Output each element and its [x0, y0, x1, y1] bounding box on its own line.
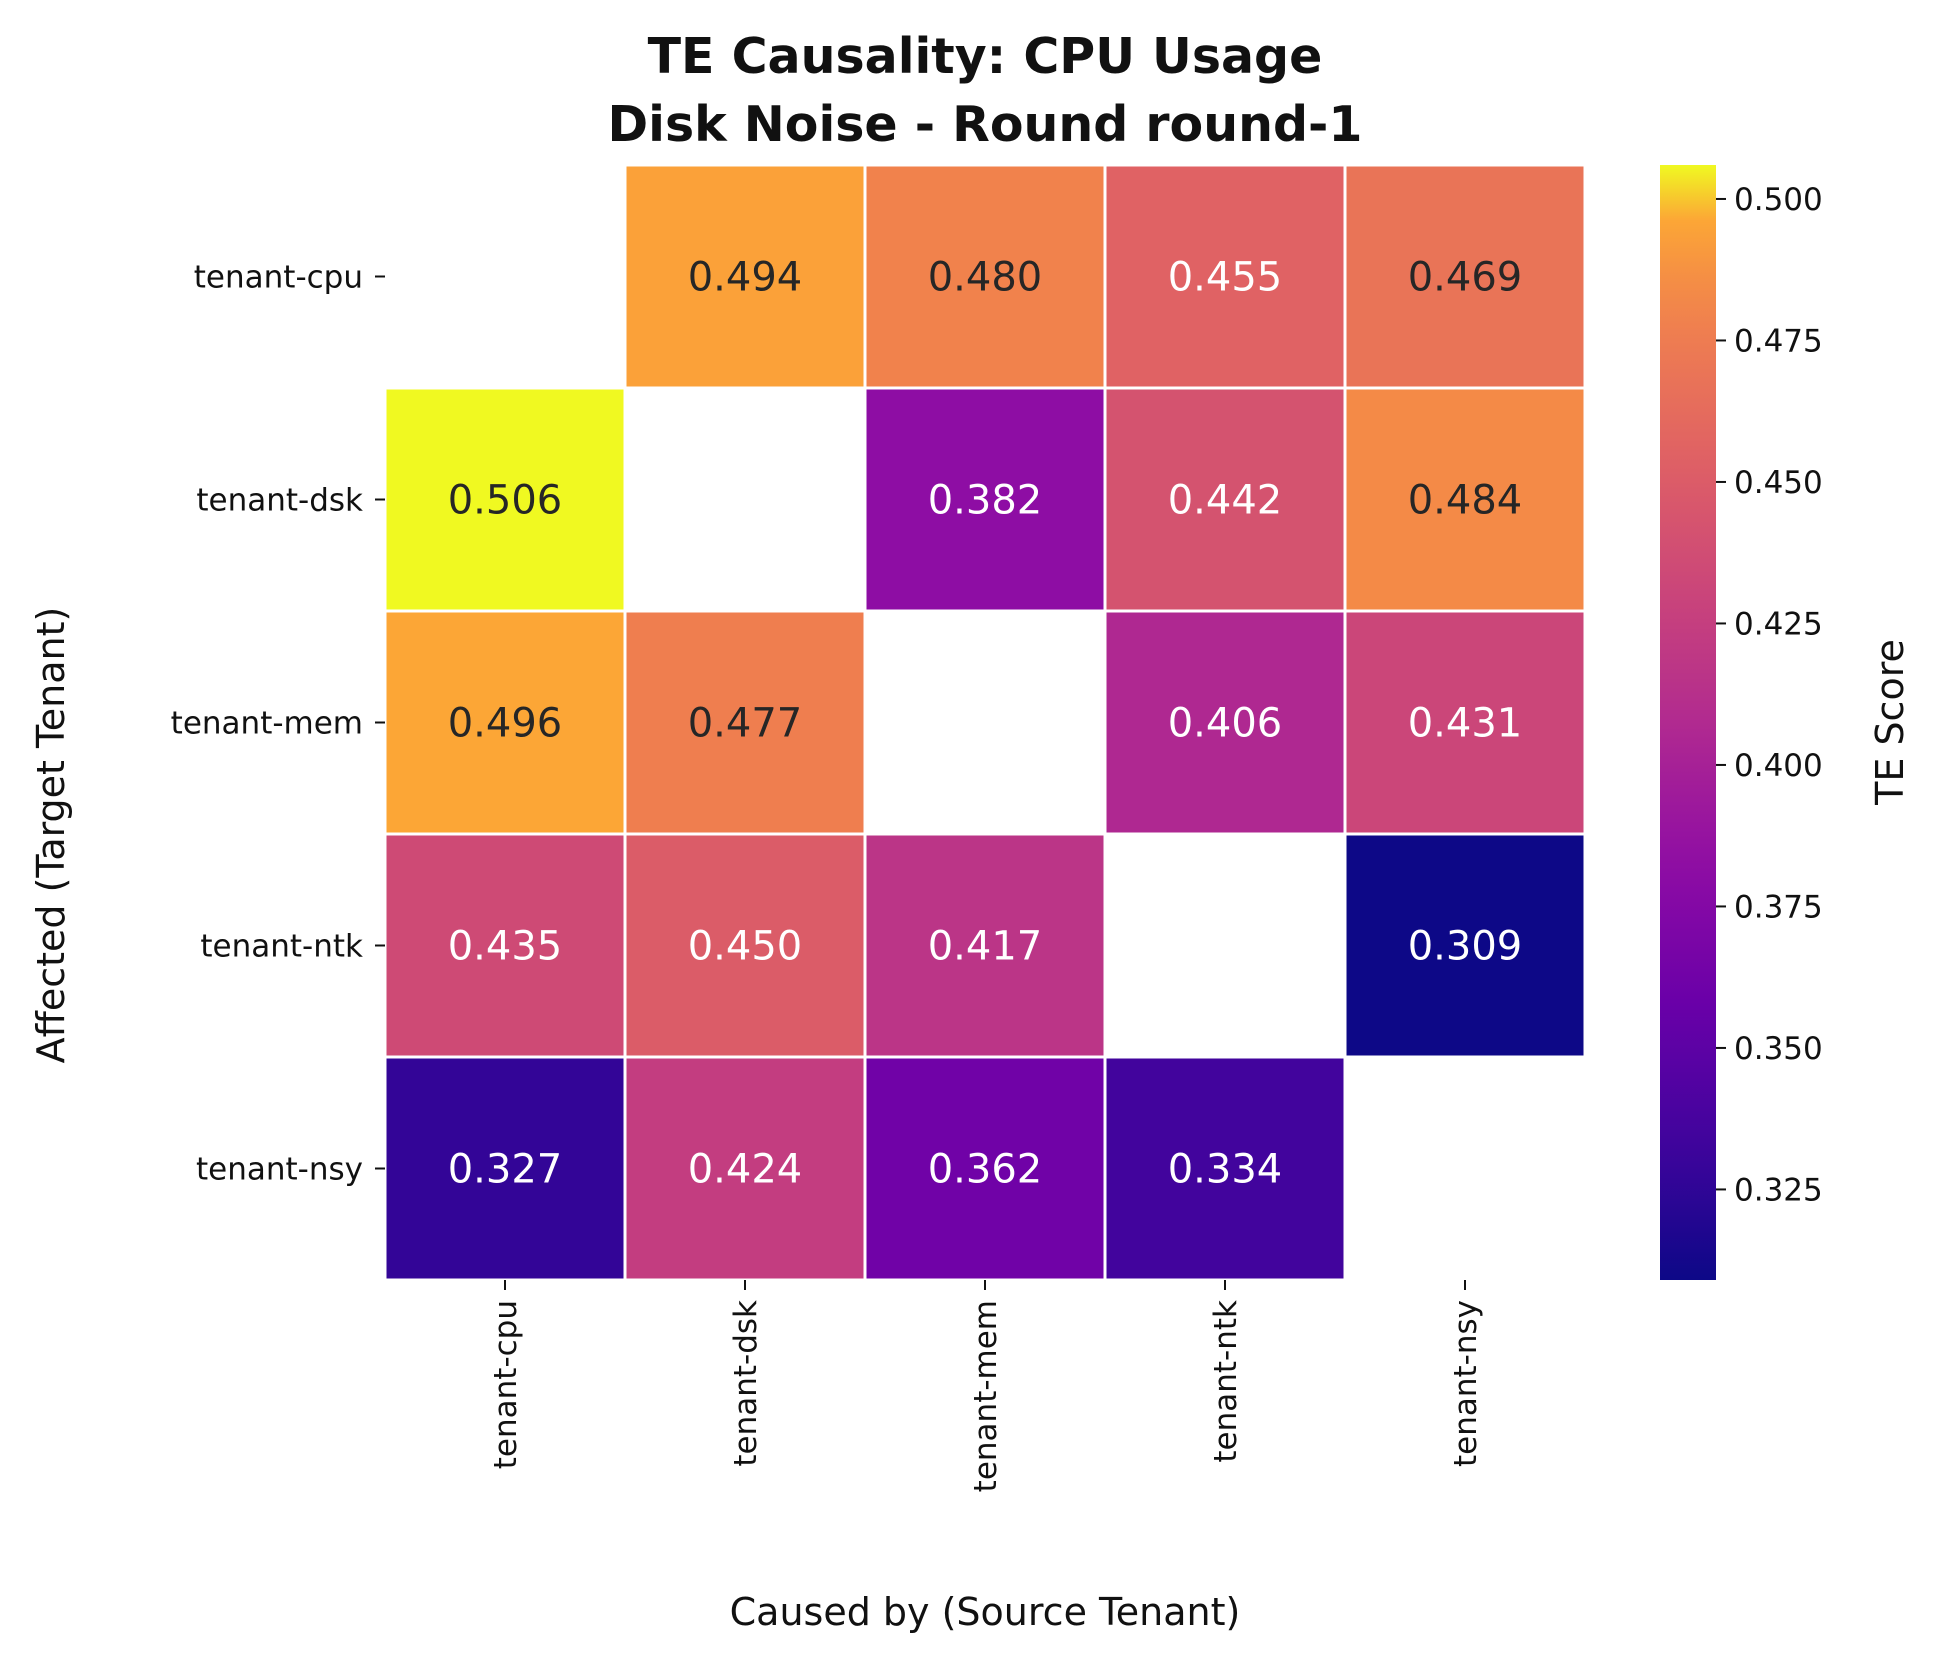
y-tick-label-2: tenant-mem [171, 706, 363, 742]
colorbar-tick-label-0: 0.325 [1734, 1172, 1823, 1208]
colorbar-tick-label-3: 0.400 [1734, 748, 1823, 784]
cell-value-label-4-1: 0.424 [688, 1147, 803, 1193]
cell-value-label-2-1: 0.477 [688, 701, 803, 747]
colorbar-tick-label-6: 0.475 [1734, 323, 1823, 359]
cell-value-label-4-0: 0.327 [448, 1147, 563, 1193]
cell-value-label-3-4: 0.309 [1408, 924, 1523, 970]
heatmap-cells [385, 165, 1585, 1280]
y-tick-label-4: tenant-nsy [196, 1152, 363, 1188]
cell-value-label-3-2: 0.417 [928, 924, 1043, 970]
cell-value-label-0-4: 0.469 [1408, 255, 1523, 301]
cell-value-label-0-1: 0.494 [688, 255, 803, 301]
cell-value-label-4-2: 0.362 [928, 1147, 1043, 1193]
cell-value-label-0-2: 0.480 [928, 255, 1043, 301]
colorbar-ticks: 0.325 0.350 0.375 0.400 0.425 0.450 0.475 0.500 [1716, 182, 1823, 1208]
cell-value-label-3-1: 0.450 [688, 924, 803, 970]
x-axis-label: Caused by (Source Tenant) [730, 1590, 1241, 1634]
chart-title-line-2: Disk Noise - Round round-1 [607, 96, 1362, 153]
cell-value-label-2-0: 0.496 [448, 701, 563, 747]
chart-title-line-1: TE Causality: CPU Usage [648, 28, 1323, 85]
colorbar-tick-label-5: 0.450 [1734, 465, 1823, 501]
cell-value-label-1-2: 0.382 [928, 478, 1043, 524]
colorbar-tick-label-7: 0.500 [1734, 182, 1823, 218]
colorbar-label: TE Score [1868, 639, 1912, 806]
x-tick-label-2: tenant-mem [968, 1300, 1004, 1492]
y-tick-label-0: tenant-cpu [194, 260, 363, 296]
colorbar-tick-label-4: 0.425 [1734, 606, 1823, 642]
cell-value-label-1-4: 0.484 [1408, 478, 1523, 524]
cell-value-label-2-3: 0.406 [1168, 701, 1283, 747]
x-tick-label-3: tenant-ntk [1208, 1300, 1244, 1463]
cell-value-label-1-3: 0.442 [1168, 478, 1283, 524]
y-axis-ticks: tenant-cpu tenant-dsk tenant-mem tenant-ntk… [171, 260, 385, 1188]
cell-value-label-0-3: 0.455 [1168, 255, 1283, 301]
x-tick-label-1: tenant-dsk [728, 1300, 764, 1467]
y-tick-label-3: tenant-ntk [200, 929, 363, 965]
colorbar [1660, 165, 1716, 1280]
x-tick-label-4: tenant-nsy [1448, 1300, 1484, 1467]
colorbar-tick-label-2: 0.375 [1734, 889, 1823, 925]
x-axis-ticks: tenant-cpu tenant-dsk tenant-mem tenant-ntk… [488, 1280, 1484, 1492]
cell-value-label-2-4: 0.431 [1408, 701, 1523, 747]
y-axis-label: Affected (Target Tenant) [29, 607, 73, 1064]
cell-value-label-3-0: 0.435 [448, 924, 563, 970]
colorbar-tick-label-1: 0.350 [1734, 1031, 1823, 1067]
cell-value-label-1-0: 0.506 [448, 478, 563, 524]
x-tick-label-0: tenant-cpu [488, 1300, 524, 1469]
cell-value-label-4-3: 0.334 [1168, 1147, 1283, 1193]
y-tick-label-1: tenant-dsk [196, 483, 363, 519]
